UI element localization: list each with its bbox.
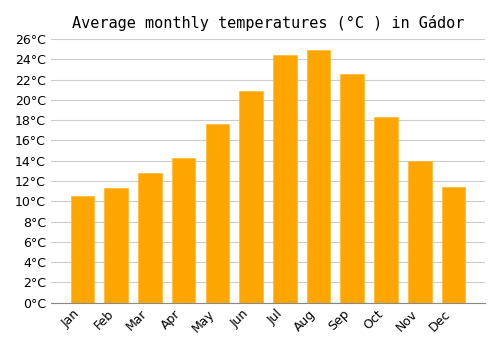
Bar: [70, 196, 94, 303]
Bar: [273, 55, 296, 303]
Bar: [306, 50, 330, 303]
Bar: [374, 117, 398, 303]
Bar: [240, 91, 263, 303]
Bar: [408, 161, 432, 303]
Title: Average monthly temperatures (°C ) in Gádor: Average monthly temperatures (°C ) in Gá…: [72, 15, 464, 31]
Bar: [206, 124, 229, 303]
Bar: [442, 187, 466, 303]
Bar: [340, 74, 364, 303]
Bar: [172, 158, 196, 303]
Bar: [138, 173, 162, 303]
Bar: [104, 188, 128, 303]
